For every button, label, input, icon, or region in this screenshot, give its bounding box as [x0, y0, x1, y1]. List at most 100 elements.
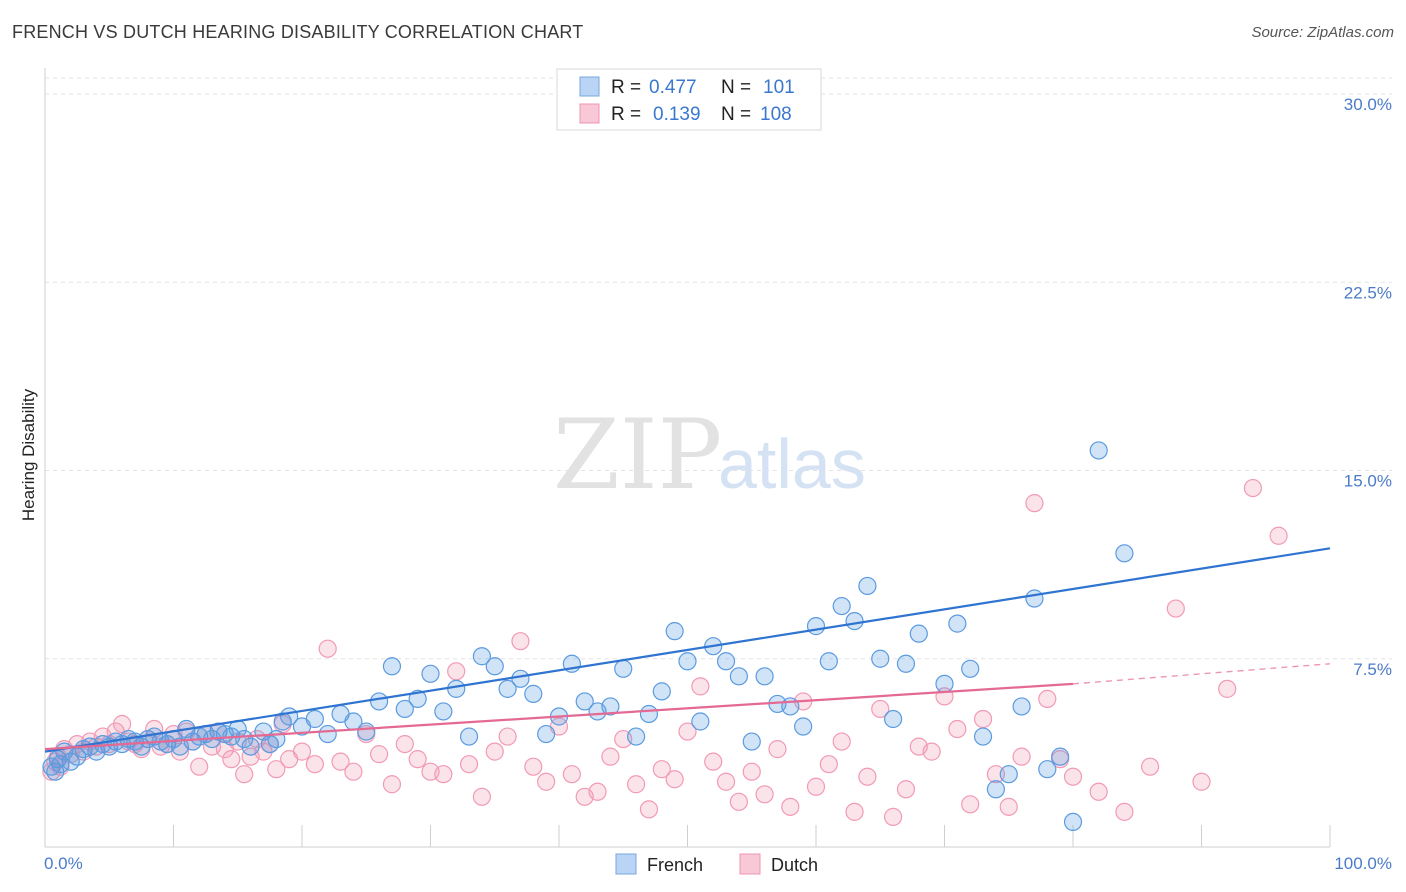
dutch-point: [1012, 747, 1031, 766]
french-point: [652, 682, 671, 701]
french-point: [858, 576, 877, 596]
dutch-point: [222, 750, 241, 769]
french-point: [459, 727, 479, 746]
french-point: [305, 709, 324, 729]
french-point: [1063, 812, 1083, 832]
dutch-point: [472, 787, 491, 806]
dutch-point: [459, 755, 479, 774]
dutch-point: [344, 762, 363, 781]
french-point: [1089, 441, 1108, 460]
dutch-point: [922, 742, 941, 761]
bottom-legend-french-label: French: [647, 855, 703, 875]
axes: [44, 68, 1331, 848]
legend-dutch-r-value: 0.139: [653, 104, 701, 125]
watermark-atlas: atlas: [718, 425, 866, 503]
dutch-point: [1243, 478, 1263, 498]
dutch-point: [318, 639, 337, 658]
french-trend-line: [44, 547, 1331, 753]
dutch-point: [537, 772, 556, 791]
y-tick-label: 15.0%: [1344, 472, 1392, 491]
dutch-point: [973, 709, 993, 729]
dutch-point: [601, 747, 620, 766]
legend-box: [556, 68, 822, 131]
watermark-zip: ZIP: [553, 399, 722, 511]
dutch-point: [235, 765, 254, 784]
french-point: [729, 667, 749, 686]
french-point: [883, 709, 903, 729]
dutch-point: [190, 757, 209, 776]
french-point: [986, 780, 1006, 799]
y-axis-label: Hearing Disability: [19, 388, 38, 521]
dutch-point: [1038, 689, 1057, 709]
dutch-point: [267, 760, 286, 779]
french-point: [999, 765, 1018, 784]
dutch-point: [305, 755, 324, 774]
french-point: [716, 652, 736, 671]
bottom-legend-french-swatch: [615, 853, 637, 875]
dutch-point: [370, 745, 389, 764]
french-point: [370, 692, 389, 711]
dutch-point: [485, 742, 504, 761]
chart-title: FRENCH VS DUTCH HEARING DISABILITY CORRE…: [12, 22, 584, 42]
dutch-point: [434, 765, 453, 784]
french-point: [755, 667, 774, 686]
french-point: [832, 596, 851, 616]
french-point: [639, 704, 659, 724]
legend-dutch-n-value: 108: [760, 104, 792, 125]
dutch-trend-line: [44, 682, 1074, 751]
legend-french-n-value: 101: [763, 77, 795, 98]
french-point: [1012, 697, 1031, 716]
dutch-point: [1063, 767, 1083, 786]
x-tick-labels: 0.0% 100.0%: [44, 854, 1392, 873]
legend: R = 0.477 N = 101 R = 0.139 N = 108: [556, 68, 822, 131]
dutch-point: [742, 762, 761, 781]
french-point: [665, 622, 684, 641]
x-tick-label-min: 0.0%: [44, 854, 83, 873]
dutch-point: [999, 797, 1018, 816]
french-point: [806, 617, 826, 636]
dutch-point: [1218, 679, 1237, 698]
legend-dutch-r-label: R =: [611, 104, 641, 125]
french-point: [241, 737, 260, 756]
dutch-point: [768, 740, 787, 759]
french-point: [1025, 589, 1044, 608]
dutch-point: [961, 795, 980, 814]
dutch-point: [678, 722, 697, 741]
french-point: [626, 727, 646, 746]
dutch-point: [292, 742, 312, 761]
french-point: [678, 652, 697, 671]
french-point: [421, 664, 440, 683]
trend-lines: [44, 547, 1331, 753]
french-point: [742, 732, 761, 751]
source-label: Source: ZipAtlas.com: [1251, 24, 1394, 41]
french-point: [447, 679, 466, 698]
dutch-point: [639, 800, 659, 819]
dutch-point: [858, 767, 877, 786]
dutch-point: [447, 662, 466, 681]
dutch-point: [395, 734, 414, 754]
dutch-point: [948, 719, 967, 739]
dutch-point: [832, 732, 851, 751]
dutch-points: [42, 478, 1288, 826]
french-point: [909, 624, 928, 643]
dutch-point: [871, 699, 890, 719]
legend-dutch-swatch: [579, 103, 600, 124]
french-point: [472, 647, 491, 666]
legend-french-r-value: 0.477: [649, 77, 697, 98]
dutch-point: [716, 772, 736, 791]
dutch-point: [1089, 782, 1108, 801]
french-point: [1038, 760, 1057, 779]
dutch-point: [896, 780, 916, 799]
y-tick-label: 22.5%: [1344, 283, 1392, 302]
dutch-point: [691, 677, 710, 696]
dutch-point: [408, 750, 427, 769]
french-point: [1115, 544, 1134, 563]
dutch-point: [511, 632, 530, 651]
french-point: [575, 692, 594, 711]
french-point: [524, 684, 543, 703]
dutch-point: [1192, 772, 1211, 791]
dutch-point: [1025, 494, 1044, 513]
y-tick-label: 7.5%: [1353, 660, 1392, 679]
legend-dutch-n-label: N =: [721, 104, 751, 125]
